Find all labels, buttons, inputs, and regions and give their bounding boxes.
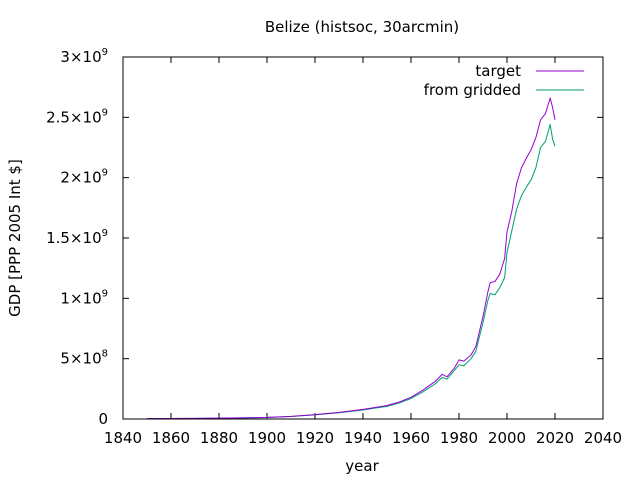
- y-tick-label: 5×108: [60, 349, 108, 368]
- y-tick-exponent: 9: [102, 107, 108, 118]
- x-tick-label: 1980: [440, 429, 478, 447]
- y-tick-label: 1×109: [60, 288, 108, 307]
- x-tick-label: 1900: [248, 429, 286, 447]
- legend-label: from gridded: [424, 81, 521, 99]
- x-tick-label: 2000: [488, 429, 526, 447]
- y-tick-exponent: 9: [102, 168, 108, 179]
- series-line-target: [146, 97, 556, 420]
- y-tick-exponent: 9: [102, 288, 108, 299]
- y-tick-exponent: 9: [102, 47, 108, 58]
- y-tick-label: 2×109: [60, 168, 108, 187]
- y-tick-label: 2.5×109: [46, 107, 108, 126]
- x-tick-label: 1880: [200, 429, 238, 447]
- chart-title: Belize (histsoc, 30arcmin): [265, 18, 459, 36]
- y-tick-mantissa: 3×10: [60, 48, 101, 66]
- y-tick-label: 0: [98, 410, 108, 428]
- y-tick-mantissa: 5×10: [60, 350, 101, 368]
- x-tick-label: 1920: [296, 429, 334, 447]
- x-tick-label: 1840: [104, 429, 142, 447]
- x-axis-ticks: 1840 1860 1880 1900 1920 1940 1960 1980 2000 2020…: [104, 57, 622, 447]
- x-tick-label: 2040: [584, 429, 622, 447]
- x-tick-label: 1860: [152, 429, 190, 447]
- y-tick-mantissa: 0: [98, 410, 108, 428]
- y-tick-exponent: 8: [102, 349, 108, 360]
- x-axis-label: year: [345, 457, 379, 475]
- y-tick-mantissa: 1.5×10: [46, 229, 102, 247]
- x-tick-label: 1960: [392, 429, 430, 447]
- y-tick-mantissa: 2×10: [60, 169, 101, 187]
- y-axis-label: GDP [PPP 2005 Int $]: [6, 159, 24, 317]
- x-tick-label: 2020: [536, 429, 574, 447]
- y-tick-mantissa: 2.5×10: [46, 108, 102, 126]
- legend-label: target: [475, 62, 521, 80]
- y-tick-mantissa: 1×10: [60, 289, 101, 307]
- x-tick-label: 1940: [344, 429, 382, 447]
- series-lines: [146, 97, 556, 420]
- y-tick-exponent: 9: [102, 228, 108, 239]
- y-tick-label: 3×109: [60, 47, 108, 66]
- y-tick-label: 1.5×109: [46, 228, 108, 247]
- plot-frame: [122, 56, 604, 420]
